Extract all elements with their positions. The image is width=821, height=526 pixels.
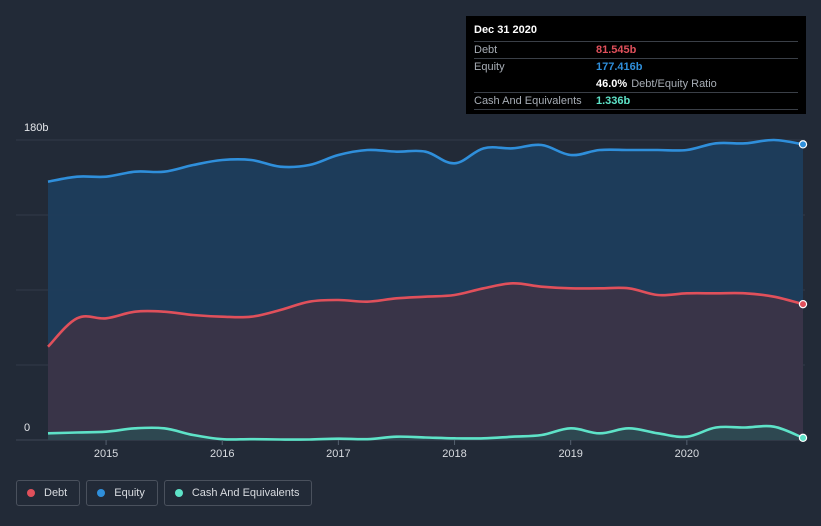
tooltip-ratio-value: 46.0% [596, 77, 628, 90]
tooltip-debt-value: 81.545b [596, 44, 637, 56]
tooltip-cash-label: Cash And Equivalents [474, 95, 582, 107]
endpoint-marker-equity [798, 140, 808, 149]
y-tick-label-max: 180b [24, 122, 49, 134]
legend-label-cash: Cash And Equivalents [191, 487, 300, 499]
x-tick-label-2019: 2019 [558, 448, 582, 460]
tooltip-equity-value: 177.416b [596, 61, 643, 73]
x-tick-label-2017: 2017 [326, 448, 350, 460]
line-cash-and-equivalents [47, 424, 804, 441]
data-tooltip: Dec 31 2020 Debt 81.545b Equity 177.416b… [466, 16, 806, 114]
legend-dot-equity-icon [97, 489, 106, 497]
endpoint-marker-debt [798, 299, 808, 309]
legend-dot-debt-icon [27, 489, 35, 497]
chart-legend: Debt Equity Cash And Equivalents [16, 480, 313, 506]
area-cash-and-equivalents [48, 425, 803, 440]
legend-item-equity[interactable]: Equity [86, 480, 158, 506]
x-tick-label-2016: 2016 [210, 448, 234, 460]
legend-label-debt: Debt [44, 487, 68, 499]
tooltip-equity-row: Equity 177.416b [474, 58, 798, 75]
legend-label-equity: Equity [114, 487, 145, 499]
endpoint-marker-cash-and-equivalents [798, 433, 808, 443]
legend-dot-cash-icon [174, 489, 183, 497]
legend-item-cash[interactable]: Cash And Equivalents [163, 480, 313, 506]
tooltip-ratio-label: Debt/Equity Ratio [631, 77, 717, 90]
x-tick-label-2020: 2020 [675, 448, 699, 460]
x-tick-label-2018: 2018 [442, 448, 466, 460]
tooltip-debt-label: Debt [474, 44, 498, 56]
tooltip-cash-row: Cash And Equivalents 1.336b [474, 92, 798, 110]
x-tick-label-2015: 2015 [94, 448, 118, 460]
tooltip-date: Dec 31 2020 [474, 24, 537, 36]
line-debt [47, 282, 804, 348]
area-debt [48, 283, 803, 440]
tooltip-debt-row: Debt 81.545b [474, 41, 798, 58]
tooltip-cash-value: 1.336b [596, 95, 631, 107]
legend-item-debt[interactable]: Debt [16, 480, 81, 506]
tooltip-ratio-row: 46.0% Debt/Equity Ratio [474, 75, 798, 92]
tooltip-equity-label: Equity [474, 61, 505, 73]
y-tick-label-zero: 0 [24, 422, 31, 434]
line-equity [47, 138, 804, 183]
